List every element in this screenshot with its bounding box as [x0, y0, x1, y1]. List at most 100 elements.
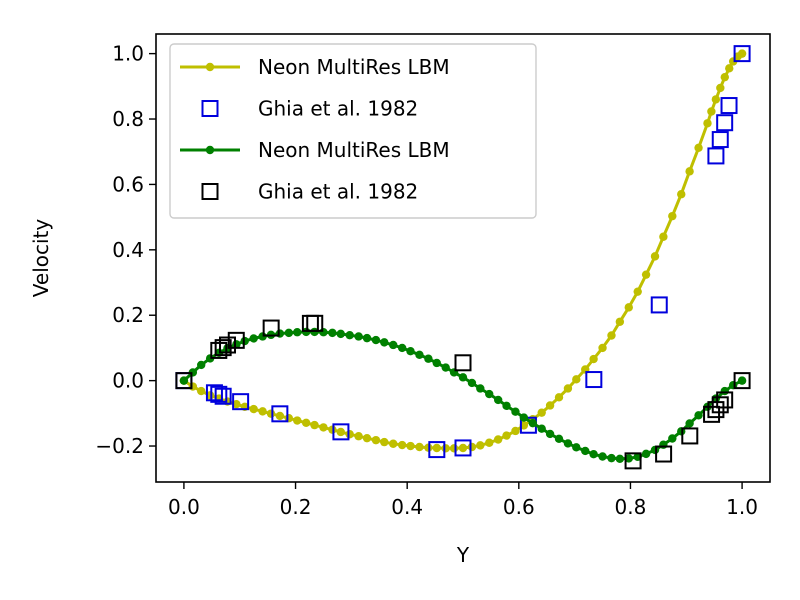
data-point	[227, 331, 245, 349]
data-point	[214, 387, 232, 405]
data-point	[668, 434, 677, 443]
data-point	[737, 376, 747, 385]
data-point	[589, 450, 598, 459]
data-point	[188, 382, 198, 391]
data-point	[319, 328, 328, 337]
data-point	[519, 413, 529, 422]
y-tick-label: 1.0	[112, 42, 144, 66]
data-point	[219, 336, 237, 354]
data-point	[310, 420, 319, 430]
data-point	[432, 443, 441, 453]
data-point	[271, 405, 289, 423]
y-tick-label: −0.2	[95, 434, 144, 458]
data-point	[641, 270, 651, 279]
plot-area	[175, 45, 751, 470]
data-point	[581, 446, 590, 456]
x-tick-label: 0.8	[615, 495, 647, 519]
legend-marker	[201, 100, 219, 117]
data-point	[694, 411, 703, 420]
data-point	[336, 427, 345, 437]
legend-box	[169, 43, 537, 219]
data-point	[306, 314, 324, 332]
legend-label: Neon MultiRes LBM	[258, 55, 450, 79]
data-point	[485, 389, 494, 399]
data-point	[371, 335, 381, 345]
data-point	[293, 328, 302, 337]
data-point	[659, 440, 668, 449]
x-tick-label: 0.2	[280, 495, 312, 519]
data-point	[432, 358, 441, 368]
x-axis-label: Y	[456, 543, 470, 567]
data-point	[707, 107, 716, 116]
data-point	[720, 97, 738, 115]
data-point	[362, 433, 372, 443]
x-tick-label: 1.0	[726, 495, 758, 519]
y-tick-label: 0.4	[112, 238, 144, 262]
y-tick-label: 0.6	[112, 172, 144, 196]
data-point	[249, 404, 258, 414]
data-point	[598, 452, 607, 461]
data-point	[545, 401, 555, 410]
data-point	[301, 418, 311, 428]
data-point	[511, 426, 520, 436]
data-point	[598, 343, 607, 353]
data-point	[232, 399, 241, 409]
data-point	[454, 354, 472, 372]
data-point	[641, 449, 651, 459]
data-point	[205, 384, 223, 402]
data-point	[502, 431, 511, 440]
legend-entry: Ghia et al. 1982	[201, 97, 418, 121]
axes: 0.0 0.2 0.4 0.6 0.8 1.0 −0.2 0.0 0.2 0.4 0.6 0.8 1.0	[95, 42, 758, 519]
data-point	[415, 350, 424, 359]
legend-marker	[205, 145, 215, 155]
data-point	[677, 190, 686, 199]
legend-label: Neon MultiRes LBM	[258, 138, 450, 162]
data-point	[232, 393, 250, 411]
data-point	[397, 440, 407, 450]
data-point	[310, 327, 319, 337]
series-3	[179, 327, 747, 463]
data-point	[389, 439, 398, 448]
data-point	[406, 441, 415, 451]
data-point	[703, 405, 721, 423]
data-point	[624, 303, 633, 312]
data-point	[371, 435, 381, 445]
data-point	[258, 332, 267, 341]
data-point	[720, 72, 729, 82]
data-point	[406, 346, 415, 356]
data-point	[319, 423, 328, 432]
data-point	[493, 435, 503, 444]
data-point	[458, 443, 468, 453]
y-tick-label: 0.0	[112, 369, 144, 393]
data-point	[650, 252, 660, 261]
data-point	[258, 407, 267, 416]
data-point	[572, 443, 581, 452]
data-point	[476, 384, 485, 393]
data-point	[563, 384, 573, 393]
data-point	[266, 409, 276, 418]
data-point	[589, 354, 598, 364]
data-point	[737, 49, 747, 58]
data-point	[336, 329, 345, 339]
data-point	[685, 419, 694, 428]
data-point	[716, 83, 725, 93]
data-point	[650, 445, 660, 455]
data-point	[380, 437, 389, 447]
data-point	[428, 441, 446, 459]
data-point	[607, 453, 616, 463]
y-tick-label: 0.2	[112, 303, 144, 327]
data-point	[301, 327, 311, 337]
data-point	[354, 432, 363, 441]
data-point	[493, 395, 503, 405]
data-point	[720, 386, 729, 396]
y-axis-label: Velocity	[29, 219, 53, 298]
data-point	[624, 452, 642, 470]
y-tick-label: 0.8	[112, 107, 144, 131]
data-point	[537, 424, 546, 433]
data-point	[345, 330, 354, 340]
x-tick-label: 0.4	[391, 495, 423, 519]
data-point	[528, 418, 537, 428]
data-point	[345, 430, 354, 439]
data-point	[397, 343, 407, 353]
